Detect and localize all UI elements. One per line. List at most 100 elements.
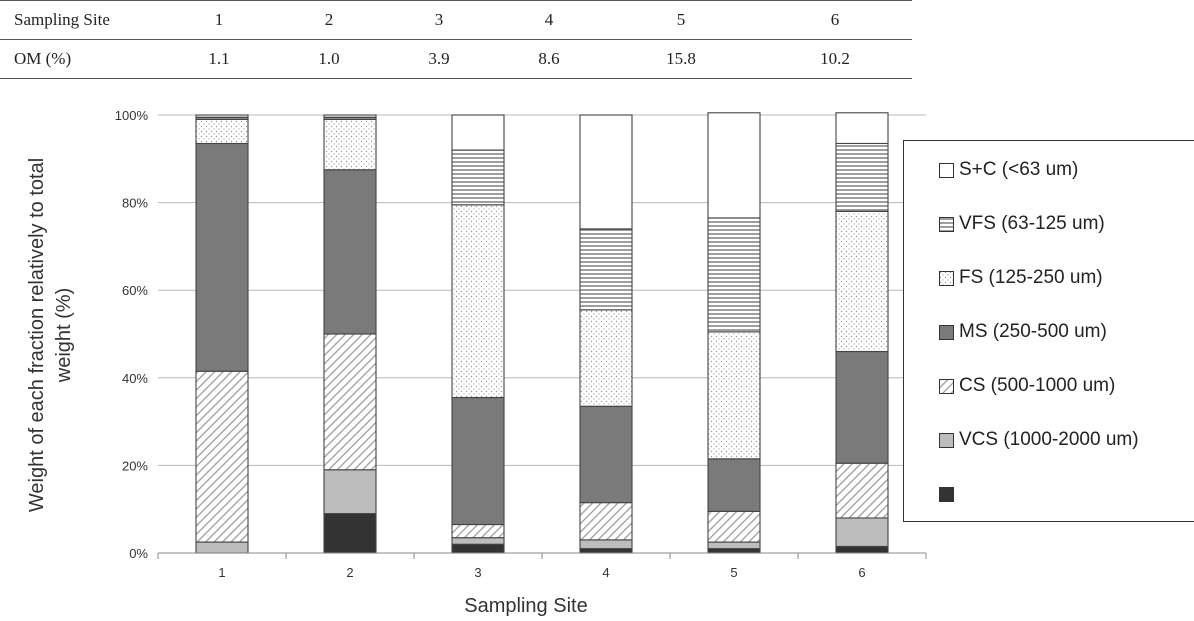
bar-segment — [195, 114, 249, 118]
x-tick-label: 2 — [346, 565, 353, 580]
bar-segment — [579, 548, 633, 554]
om-table: Sampling Site 1 2 3 4 5 6 OM (%) 1.1 1.0… — [0, 0, 912, 79]
bar-segment — [451, 396, 505, 526]
legend-swatch — [939, 486, 954, 502]
bar-segment — [707, 458, 761, 512]
y-tick-label: 40% — [122, 371, 148, 386]
bar-segment — [707, 541, 761, 550]
bar-segment — [835, 350, 889, 464]
bar-segment — [323, 114, 377, 118]
bar-segment — [707, 548, 761, 554]
y-axis-title-line2: weight (%) — [53, 288, 75, 383]
legend-item: S+C (<63 um) — [939, 158, 1078, 182]
table-cell: 3 — [384, 0, 494, 40]
table-cell: 1 — [164, 0, 274, 40]
legend-item: MS (250-500 um) — [939, 320, 1107, 344]
legend-swatch — [939, 432, 954, 448]
bar-segment — [195, 541, 249, 554]
legend-label: VCS (1000-2000 um) — [959, 429, 1139, 450]
table-row-site: Sampling Site 1 2 3 4 5 6 — [0, 0, 912, 40]
legend-swatch-box — [939, 162, 954, 178]
y-tick-label: 0% — [129, 546, 148, 561]
bar-segment — [323, 169, 377, 335]
bar-segment — [835, 462, 889, 519]
legend-swatch — [939, 162, 954, 178]
bar-segment — [579, 502, 633, 541]
x-axis-title: Sampling Site — [464, 595, 587, 617]
legend-item: VFS (63-125 um) — [939, 212, 1105, 236]
bar-segment — [707, 112, 761, 219]
legend-label: CS (500-1000 um) — [959, 375, 1116, 396]
bar-segment — [707, 510, 761, 543]
table-cell: 1.0 — [274, 39, 384, 79]
y-tick-label: 100% — [115, 108, 149, 123]
table-row-om: OM (%) 1.1 1.0 3.9 8.6 15.8 10.2 — [0, 39, 912, 79]
table-cell: 5 — [604, 0, 758, 40]
x-tick-label: 4 — [602, 565, 609, 580]
table-row-label: OM (%) — [0, 39, 164, 79]
table-cell: 1.1 — [164, 39, 274, 79]
x-tick-label: 5 — [730, 565, 737, 580]
bar-segment — [195, 142, 249, 372]
table-cell: 8.6 — [494, 39, 604, 79]
bar-segment — [835, 142, 889, 212]
table-cell: 6 — [758, 0, 912, 40]
bar-segment — [195, 118, 249, 145]
bar-segment — [323, 469, 377, 515]
bar-segment — [451, 149, 505, 206]
y-tick-label: 80% — [122, 196, 148, 211]
bar-segment — [835, 545, 889, 554]
table-cell: 10.2 — [758, 39, 912, 79]
legend-swatch-box — [939, 378, 954, 394]
legend-swatch-box — [939, 486, 954, 502]
bar-segment — [579, 309, 633, 407]
table-cell: 4 — [494, 0, 604, 40]
table-cell: 3.9 — [384, 39, 494, 79]
x-tick-label: 1 — [218, 565, 225, 580]
bar-segment — [707, 331, 761, 460]
legend-item: FS (125-250 um) — [939, 266, 1103, 290]
x-tick-label: 6 — [858, 565, 865, 580]
bar-segment — [451, 114, 505, 151]
table-row-label: Sampling Site — [0, 0, 164, 40]
bar-segment — [707, 217, 761, 333]
legend-swatch-box — [939, 270, 954, 286]
bar-segment — [451, 204, 505, 399]
bar-segment — [579, 114, 633, 230]
bar-segment — [195, 370, 249, 543]
legend-label: MS (250-500 um) — [959, 321, 1107, 342]
chart-legend: S+C (<63 um) VFS (63-125 um) FS (125-250 u… — [903, 140, 1194, 522]
bar-segment — [835, 210, 889, 353]
legend-swatch — [939, 270, 954, 286]
y-tick-label: 20% — [122, 458, 148, 473]
legend-label: VFS (63-125 um) — [959, 213, 1105, 234]
bar-segment — [835, 112, 889, 145]
bar-segment — [579, 405, 633, 504]
bar-segment — [451, 537, 505, 545]
legend-swatch-box — [939, 324, 954, 340]
legend-swatch-box — [939, 432, 954, 448]
bar-segment — [323, 513, 377, 554]
bar-segment — [835, 517, 889, 547]
legend-item — [939, 482, 959, 506]
table-cell: 2 — [274, 0, 384, 40]
legend-swatch-box — [939, 216, 954, 232]
legend-swatch — [939, 324, 954, 340]
x-tick-label: 3 — [474, 565, 481, 580]
y-axis-title-line1: Weight of each fraction relatively to to… — [26, 158, 48, 512]
legend-label: S+C (<63 um) — [959, 159, 1079, 180]
bar-segment — [579, 539, 633, 550]
legend-swatch — [939, 378, 954, 394]
legend-item: CS (500-1000 um) — [939, 374, 1115, 398]
legend-item: VCS (1000-2000 um) — [939, 428, 1139, 452]
y-tick-label: 60% — [122, 283, 148, 298]
bar-segment — [323, 118, 377, 171]
legend-swatch — [939, 216, 954, 232]
bar-segment — [579, 228, 633, 311]
bar-segment — [323, 333, 377, 471]
table-cell: 15.8 — [604, 39, 758, 79]
bar-segment — [451, 543, 505, 554]
bar-segment — [451, 523, 505, 539]
legend-label: FS (125-250 um) — [959, 267, 1103, 288]
